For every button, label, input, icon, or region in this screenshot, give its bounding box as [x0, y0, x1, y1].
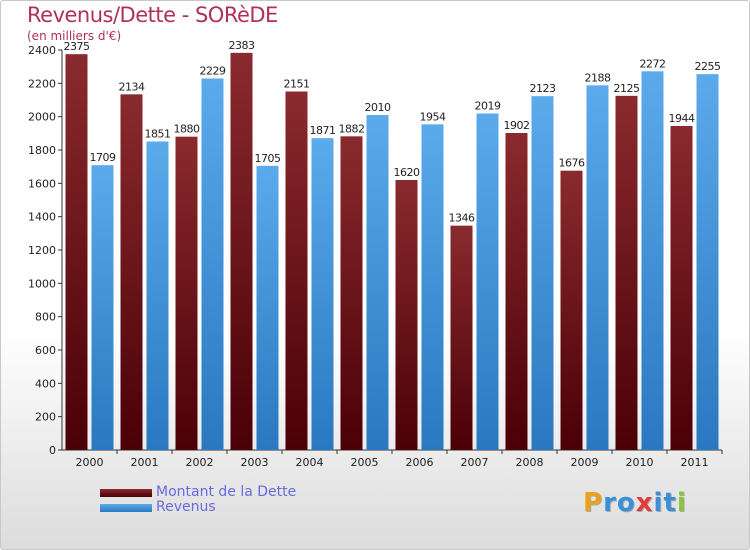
y-tick-label: 800: [35, 311, 56, 324]
logo-letter: r: [603, 488, 617, 518]
logo-letter: P: [583, 488, 604, 518]
logo-letter: t: [663, 488, 677, 518]
data-label: 1705: [255, 152, 281, 165]
data-label: 1620: [394, 166, 420, 179]
bar-dette: [505, 133, 528, 450]
bar-dette: [285, 91, 308, 450]
data-label: 1346: [449, 212, 475, 225]
bar-dette: [395, 180, 418, 450]
x-tick-label: 2000: [76, 456, 104, 469]
data-label: 2010: [365, 101, 391, 114]
data-label: 1902: [504, 119, 530, 132]
data-label: 1882: [339, 122, 365, 135]
axes: 0 200 400 600 800 1000 1200 1400 1600 1800 2000 220…: [28, 44, 723, 469]
x-tick-label: 2007: [461, 456, 489, 469]
legend-swatch-revenus: [100, 504, 152, 512]
x-tick-label: 2002: [186, 456, 214, 469]
data-label: 2375: [64, 40, 90, 53]
proxiti-logo: Proxiti: [583, 488, 687, 518]
data-label: 2134: [119, 80, 145, 93]
x-tick-label: 2009: [571, 456, 599, 469]
bar-revenus: [311, 138, 334, 450]
data-label: 2151: [284, 78, 310, 91]
bar-revenus: [146, 141, 169, 450]
y-tick-label: 0: [49, 444, 56, 457]
bar-dette: [615, 95, 638, 450]
y-tick-label: 600: [35, 344, 56, 357]
y-tick-label: 1400: [28, 211, 56, 224]
bar-revenus: [531, 96, 554, 451]
data-label: 1880: [174, 123, 200, 136]
bar-dette: [65, 54, 88, 451]
y-tick-label: 1200: [28, 244, 56, 257]
data-label: 2123: [530, 82, 556, 95]
bar-dette: [120, 94, 143, 450]
data-label: 1871: [310, 124, 336, 137]
bar-revenus: [201, 78, 224, 450]
bar-dette: [230, 52, 253, 450]
bar-revenus: [256, 165, 279, 451]
data-label: 2019: [475, 100, 501, 113]
logo-letter: i: [653, 488, 664, 518]
chart-title: Revenus/Dette - SORèDE: [27, 3, 278, 27]
x-tick-label: 2001: [131, 456, 159, 469]
chart-subtitle: (en milliers d'€): [27, 29, 122, 43]
x-tick-label: 2011: [681, 456, 709, 469]
bars: [65, 52, 719, 451]
x-tick-label: 2003: [241, 456, 269, 469]
logo-letter: i: [676, 488, 687, 518]
bar-dette: [670, 126, 693, 450]
bar-revenus: [696, 74, 719, 451]
bar-revenus: [91, 165, 114, 450]
bar-revenus: [641, 71, 664, 450]
data-label: 2229: [200, 65, 226, 78]
bar-dette: [560, 170, 583, 450]
data-label: 1954: [420, 110, 446, 123]
y-tick-label: 2000: [28, 111, 56, 124]
logo-letter: o: [616, 488, 636, 518]
data-label: 1676: [559, 157, 585, 170]
y-tick-label: 2400: [28, 44, 56, 57]
data-label: 2383: [229, 39, 255, 52]
y-tick-label: 1800: [28, 144, 56, 157]
x-tick-label: 2010: [626, 456, 654, 469]
legend-label-revenus: Revenus: [156, 499, 216, 515]
bar-dette: [175, 136, 198, 450]
y-tick-label: 1000: [28, 277, 56, 290]
x-tick-label: 2005: [351, 456, 379, 469]
y-tick-label: 400: [35, 377, 56, 390]
bar-revenus: [366, 115, 389, 450]
y-tick-label: 1600: [28, 177, 56, 190]
bar-dette: [340, 136, 363, 451]
legend-label-debt: Montant de la Dette: [156, 484, 297, 500]
bar-revenus: [421, 124, 444, 450]
data-label: 1851: [145, 128, 171, 141]
data-label: 1944: [669, 112, 695, 125]
bar-revenus: [586, 85, 609, 450]
y-tick-label: 2200: [28, 77, 56, 90]
bar-dette: [450, 225, 473, 450]
x-tick-label: 2006: [406, 456, 434, 469]
y-tick-label: 200: [35, 411, 56, 424]
data-label: 2125: [614, 82, 640, 95]
data-label: 2255: [695, 60, 721, 73]
x-tick-label: 2004: [296, 456, 324, 469]
logo-letter: x: [635, 488, 654, 518]
x-tick-label: 2008: [516, 456, 544, 469]
data-label: 2272: [640, 57, 666, 70]
data-label: 1709: [90, 151, 116, 164]
bar-revenus: [476, 113, 499, 450]
legend-swatch-debt: [100, 489, 152, 497]
data-label: 2188: [585, 71, 611, 84]
